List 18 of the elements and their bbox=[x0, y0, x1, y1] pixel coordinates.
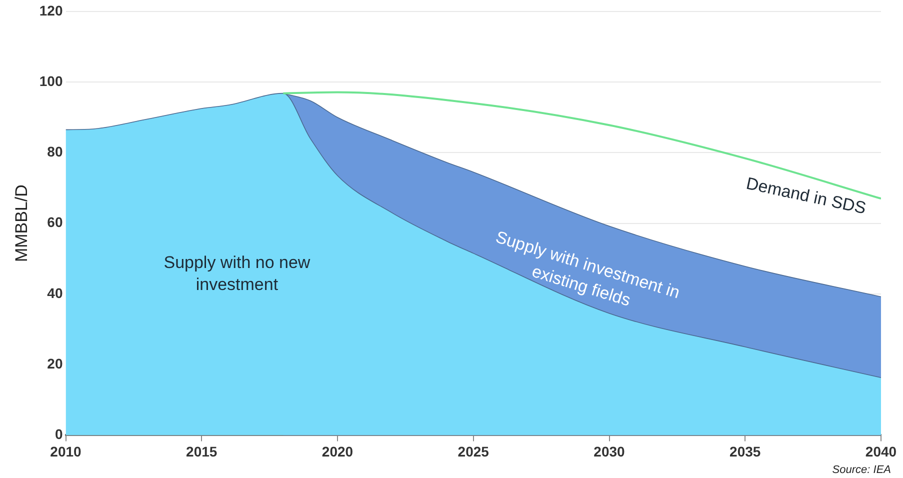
y-tick-label: 40 bbox=[47, 284, 63, 301]
x-tick-label: 2010 bbox=[50, 443, 82, 460]
x-tick-label: 2020 bbox=[322, 443, 354, 460]
y-tick-label: 80 bbox=[47, 144, 63, 160]
y-tick-label: 20 bbox=[47, 355, 63, 372]
x-tick-label: 2035 bbox=[730, 443, 761, 460]
y-tick-label: 120 bbox=[39, 2, 63, 18]
y-tick-label: 60 bbox=[47, 214, 63, 230]
x-tick-label: 2015 bbox=[186, 443, 218, 460]
y-axis-title: MMBBL/D bbox=[12, 184, 31, 262]
x-tick-label: 2030 bbox=[594, 443, 626, 460]
series-label: Supply with no new investment bbox=[164, 252, 311, 294]
x-tick-label: 2025 bbox=[458, 443, 490, 460]
x-tick-label: 2040 bbox=[865, 443, 897, 460]
text: Demand in SDS bbox=[744, 174, 868, 218]
y-tick-label: 100 bbox=[39, 72, 63, 89]
y-tick-label: 0 bbox=[54, 426, 63, 442]
source-note: Source: IEA bbox=[832, 464, 891, 476]
